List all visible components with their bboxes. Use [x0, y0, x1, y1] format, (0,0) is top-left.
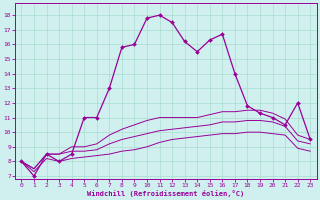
X-axis label: Windchill (Refroidissement éolien,°C): Windchill (Refroidissement éolien,°C) [87, 190, 244, 197]
